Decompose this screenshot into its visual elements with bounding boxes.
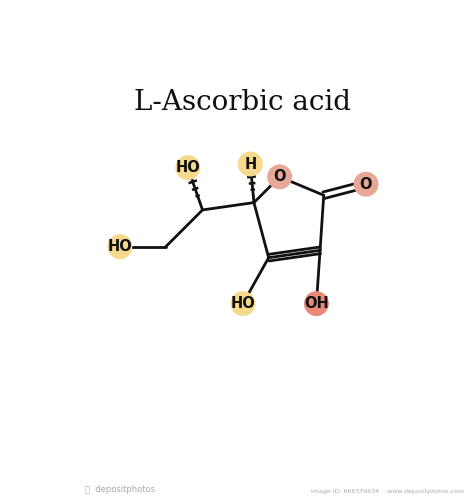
Circle shape — [305, 292, 328, 315]
Text: O: O — [273, 170, 286, 185]
Circle shape — [176, 156, 200, 180]
Circle shape — [238, 152, 262, 176]
Circle shape — [231, 292, 255, 315]
Text: HO: HO — [230, 296, 255, 311]
Text: L-Ascorbic acid: L-Ascorbic acid — [135, 89, 351, 116]
Text: HO: HO — [108, 239, 132, 254]
Circle shape — [268, 165, 292, 189]
Text: HO: HO — [175, 160, 200, 175]
Text: OH: OH — [304, 296, 329, 311]
Text: O: O — [360, 177, 372, 192]
Text: H: H — [244, 156, 256, 172]
Text: Image ID: 666379634    www.depositphotos.com: Image ID: 666379634 www.depositphotos.co… — [311, 489, 465, 494]
Circle shape — [108, 235, 132, 259]
Circle shape — [354, 173, 378, 196]
Text: ⓘ  depositphotos: ⓘ depositphotos — [85, 485, 155, 494]
